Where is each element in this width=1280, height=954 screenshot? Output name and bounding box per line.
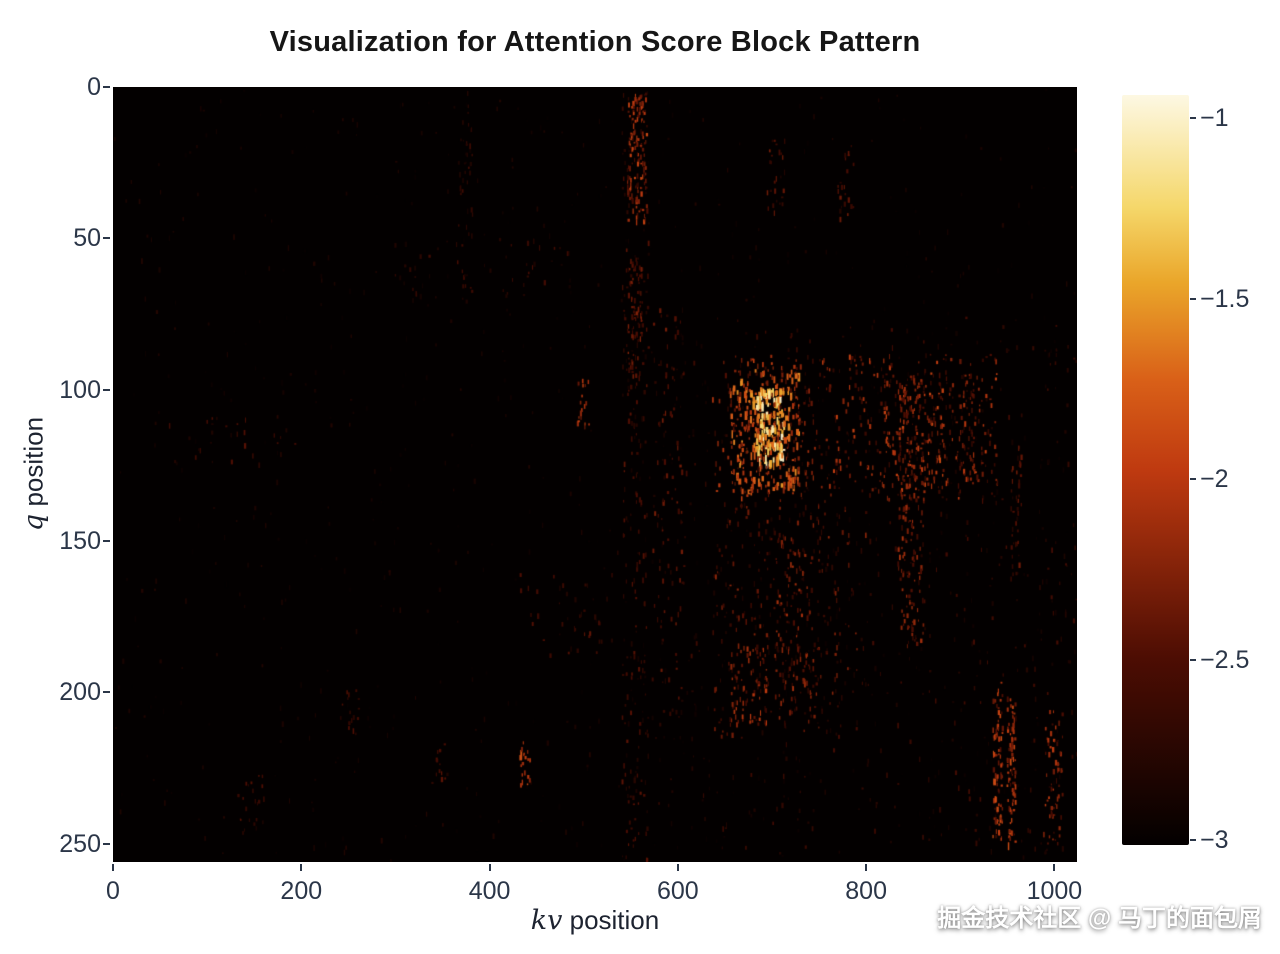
- tick-mark: [103, 388, 110, 391]
- tick-mark: [103, 691, 110, 694]
- y-tick-label: 250: [59, 829, 101, 858]
- tick-mark: [103, 237, 110, 240]
- x-tick-label: 0: [106, 877, 120, 905]
- colorbar-tick-label: −1.5: [1200, 284, 1250, 313]
- y-axis-label-text: position: [18, 416, 49, 514]
- colorbar-tick-label: −2: [1200, 465, 1229, 493]
- x-axis-label: kv position: [113, 905, 1077, 936]
- tick-mark: [103, 842, 110, 845]
- y-tick-label: 0: [87, 73, 101, 101]
- tick-mark: [103, 86, 110, 88]
- x-tick-label: 1000: [1026, 877, 1083, 905]
- tick-mark: [1190, 297, 1196, 300]
- tick-mark: [1190, 478, 1196, 480]
- x-tick-label: 600: [656, 877, 699, 905]
- tick-mark: [865, 864, 868, 871]
- colorbar-tick-label: −2.5: [1200, 645, 1250, 674]
- tick-mark: [1190, 658, 1196, 661]
- watermark: 掘金技术社区 @ 马丁的面包屑: [937, 905, 1262, 932]
- colorbar-tick-label: −1: [1200, 104, 1229, 132]
- tick-mark: [300, 864, 303, 871]
- y-axis-label: q position: [19, 417, 50, 531]
- tick-mark: [488, 864, 491, 871]
- y-tick-label: 50: [73, 224, 101, 253]
- colorbar-tick-label: −3: [1200, 826, 1229, 854]
- colorbar: [1122, 95, 1189, 845]
- heatmap-canvas: [113, 87, 1077, 862]
- x-tick-label: 200: [280, 877, 323, 905]
- tick-mark: [112, 864, 114, 871]
- tick-mark: [676, 864, 679, 871]
- y-tick-label: 200: [59, 678, 101, 707]
- tick-mark: [1190, 839, 1196, 841]
- x-axis-label-text: position: [562, 905, 660, 935]
- tick-mark: [103, 540, 110, 543]
- x-tick-label: 800: [845, 877, 887, 905]
- x-axis-label-math: kv: [530, 905, 563, 936]
- tick-mark: [1190, 117, 1196, 119]
- x-tick-label: 400: [468, 877, 511, 905]
- chart-title: Visualization for Attention Score Block …: [269, 26, 921, 58]
- y-tick-label: 100: [59, 375, 101, 404]
- heatmap-plot: [113, 87, 1077, 862]
- tick-mark: [1053, 864, 1056, 871]
- y-tick-label: 150: [59, 527, 101, 556]
